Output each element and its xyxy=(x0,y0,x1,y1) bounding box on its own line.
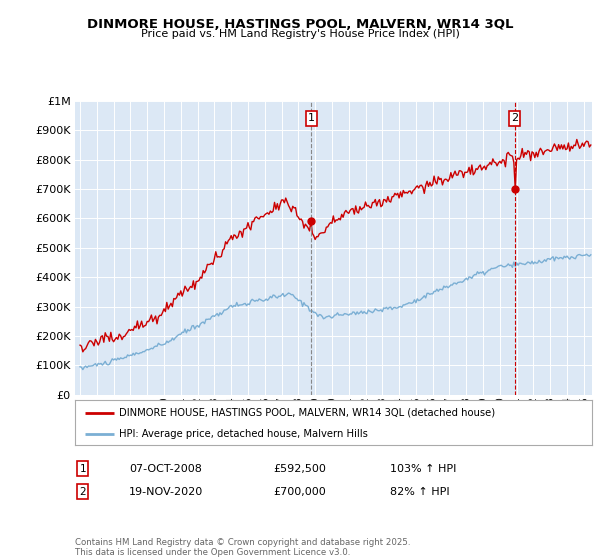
Text: £592,500: £592,500 xyxy=(273,464,326,474)
Text: £700,000: £700,000 xyxy=(273,487,326,497)
Text: 1: 1 xyxy=(79,464,86,474)
Text: 82% ↑ HPI: 82% ↑ HPI xyxy=(390,487,449,497)
Text: 2: 2 xyxy=(79,487,86,497)
Text: 07-OCT-2008: 07-OCT-2008 xyxy=(129,464,202,474)
Text: Price paid vs. HM Land Registry's House Price Index (HPI): Price paid vs. HM Land Registry's House … xyxy=(140,29,460,39)
Text: HPI: Average price, detached house, Malvern Hills: HPI: Average price, detached house, Malv… xyxy=(119,429,368,439)
Text: DINMORE HOUSE, HASTINGS POOL, MALVERN, WR14 3QL (detached house): DINMORE HOUSE, HASTINGS POOL, MALVERN, W… xyxy=(119,408,495,418)
Text: 2: 2 xyxy=(511,114,518,123)
Text: Contains HM Land Registry data © Crown copyright and database right 2025.
This d: Contains HM Land Registry data © Crown c… xyxy=(75,538,410,557)
Text: DINMORE HOUSE, HASTINGS POOL, MALVERN, WR14 3QL: DINMORE HOUSE, HASTINGS POOL, MALVERN, W… xyxy=(87,18,513,31)
Text: 1: 1 xyxy=(308,114,315,123)
Text: 19-NOV-2020: 19-NOV-2020 xyxy=(129,487,203,497)
Text: 103% ↑ HPI: 103% ↑ HPI xyxy=(390,464,457,474)
